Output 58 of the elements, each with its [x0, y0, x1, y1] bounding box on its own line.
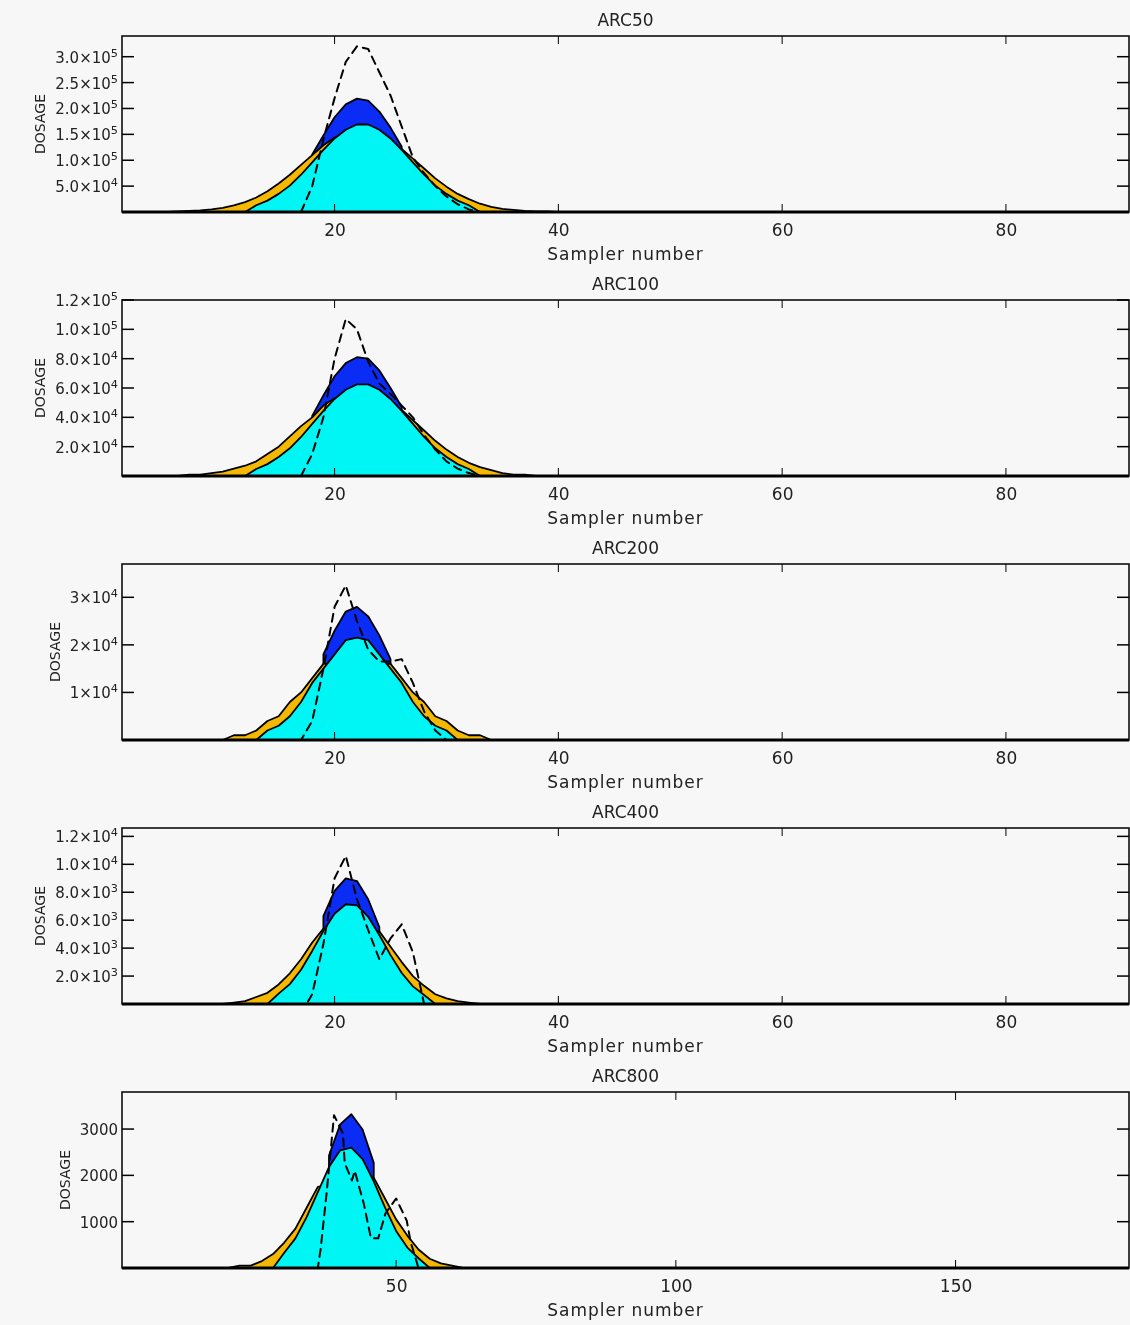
y-tick-label: 1000 [79, 1213, 118, 1232]
x-tick-label: 80 [995, 220, 1018, 241]
x-axis-title: Sampler number [547, 244, 704, 264]
x-tick-label: 60 [771, 220, 794, 241]
x-axis-title: Sampler number [547, 772, 704, 792]
y-tick-label: 2.0×10$^{5}$ [55, 97, 118, 119]
x-tick-label: 20 [324, 484, 346, 505]
y-tick-label: 2.0×10$^{4}$ [55, 436, 118, 457]
y-tick-label: 8.0×10$^{4}$ [55, 348, 118, 369]
chart-title: ARC50 [597, 10, 654, 30]
y-tick-label: 1.2×10$^{4}$ [55, 825, 118, 847]
y-tick-label: 5.0×10$^{4}$ [55, 175, 118, 197]
x-tick-label: 40 [548, 1012, 570, 1033]
y-axis-title: DOSAGE [32, 886, 49, 946]
y-axis-title: DOSAGE [32, 358, 49, 418]
x-tick-label: 20 [324, 1012, 346, 1033]
y-tick-label: 1×10$^{4}$ [69, 681, 118, 703]
chart-title: ARC800 [592, 1066, 659, 1086]
x-tick-label: 40 [548, 484, 570, 505]
x-axis-title: Sampler number [547, 508, 704, 528]
y-tick-label: 1.0×10$^{5}$ [55, 318, 118, 340]
y-tick-label: 8.0×10$^{3}$ [55, 881, 118, 903]
x-tick-label: 80 [995, 1012, 1018, 1033]
chart-title: ARC400 [592, 802, 659, 822]
y-tick-label: 2.0×10$^{3}$ [55, 965, 118, 987]
y-tick-label: 2000 [79, 1167, 118, 1186]
y-tick-label: 1.5×10$^{5}$ [55, 123, 118, 145]
y-tick-label: 2×10$^{4}$ [69, 634, 118, 655]
x-tick-label: 100 [660, 1276, 693, 1297]
chart-title: ARC200 [592, 538, 659, 558]
x-tick-label: 60 [771, 748, 794, 769]
x-tick-label: 50 [385, 1276, 408, 1297]
y-tick-label: 6.0×10$^{4}$ [55, 377, 118, 398]
y-axis-title: DOSAGE [56, 1150, 73, 1210]
y-tick-label: 3×10$^{4}$ [69, 586, 118, 608]
x-tick-label: 60 [771, 484, 794, 505]
y-tick-label: 3.0×10$^{5}$ [55, 46, 118, 67]
x-tick-label: 80 [995, 748, 1018, 769]
x-tick-label: 20 [324, 748, 346, 769]
y-tick-label: 4.0×10$^{4}$ [55, 406, 118, 428]
x-tick-label: 40 [548, 220, 570, 241]
x-axis-title: Sampler number [547, 1300, 704, 1320]
y-tick-label: 6.0×10$^{3}$ [55, 909, 118, 931]
y-axis-title: DOSAGE [46, 622, 63, 682]
x-tick-label: 20 [324, 220, 346, 241]
x-tick-label: 60 [771, 1012, 794, 1033]
y-tick-label: 4.0×10$^{3}$ [55, 937, 118, 959]
x-tick-label: 150 [939, 1276, 973, 1297]
y-tick-label: 1.0×10$^{4}$ [55, 853, 118, 875]
y-axis-title: DOSAGE [32, 94, 49, 154]
y-tick-label: 1.0×10$^{5}$ [55, 149, 118, 171]
x-tick-label: 80 [995, 484, 1018, 505]
y-tick-label: 3000 [79, 1121, 118, 1140]
chart-title: ARC100 [592, 274, 659, 294]
x-axis-title: Sampler number [547, 1036, 704, 1056]
y-tick-label: 2.5×10$^{5}$ [55, 72, 118, 93]
y-tick-label: 1.2×10$^{5}$ [55, 289, 118, 310]
x-tick-label: 40 [548, 748, 570, 769]
